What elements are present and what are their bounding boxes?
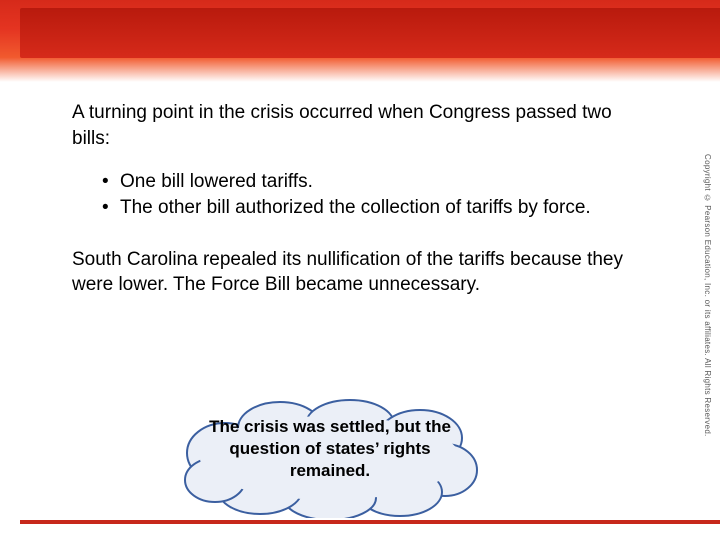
header-gradient — [0, 0, 720, 82]
bullet-item: One bill lowered tariffs. — [102, 169, 630, 195]
paragraph-2: South Carolina repealed its nullificatio… — [72, 247, 630, 298]
slide-content: A turning point in the crisis occurred w… — [72, 100, 630, 318]
bullet-item: The other bill authorized the collection… — [102, 195, 630, 221]
footer-rule — [20, 520, 720, 524]
header-inner-bar — [20, 8, 720, 58]
copyright-text: Copyright © Pearson Education, Inc. or i… — [696, 90, 712, 500]
bullet-list: One bill lowered tariffs. The other bill… — [102, 169, 630, 220]
cloud-text: The crisis was settled, but the question… — [170, 416, 490, 482]
callout-cloud: The crisis was settled, but the question… — [170, 398, 490, 518]
intro-text: A turning point in the crisis occurred w… — [72, 100, 630, 151]
